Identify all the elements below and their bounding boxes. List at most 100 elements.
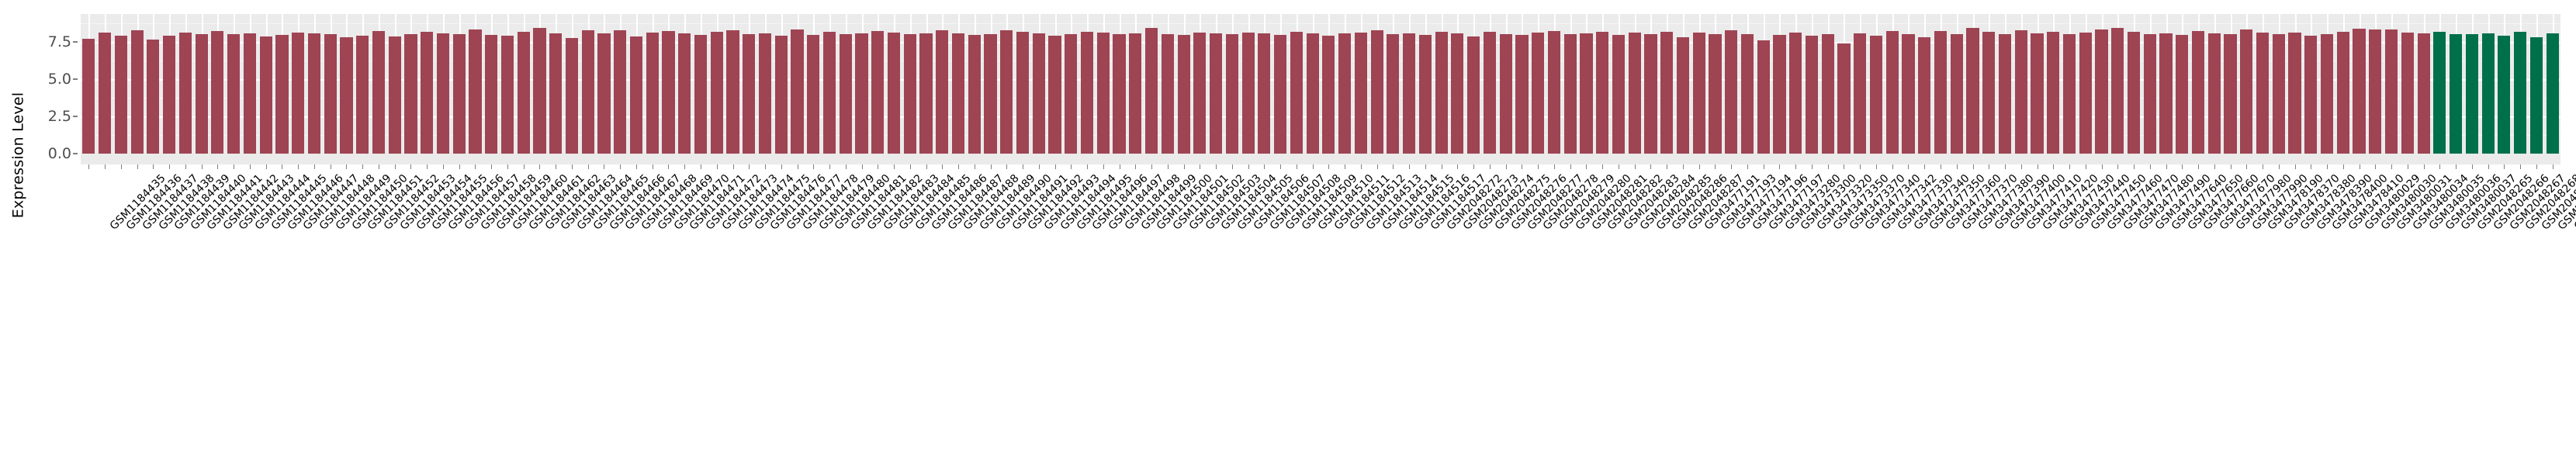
bar[interactable]	[533, 28, 546, 154]
bar[interactable]	[2481, 33, 2495, 154]
bar[interactable]	[2417, 33, 2430, 154]
bar[interactable]	[500, 35, 514, 154]
bar[interactable]	[1805, 36, 1819, 154]
bar[interactable]	[1403, 33, 1416, 154]
bar[interactable]	[2288, 33, 2301, 154]
bar[interactable]	[710, 32, 723, 154]
bar[interactable]	[2369, 29, 2382, 154]
bar[interactable]	[2143, 34, 2156, 154]
bar[interactable]	[2546, 33, 2559, 154]
bar[interactable]	[1837, 43, 1851, 154]
bar[interactable]	[2014, 30, 2027, 154]
bar[interactable]	[517, 31, 530, 154]
bar[interactable]	[1225, 34, 1238, 154]
bar[interactable]	[791, 29, 804, 154]
bar[interactable]	[614, 30, 627, 154]
bar[interactable]	[1161, 33, 1174, 154]
bar[interactable]	[1709, 34, 1722, 154]
bar[interactable]	[887, 32, 901, 154]
bar[interactable]	[2095, 29, 2108, 154]
bar[interactable]	[227, 34, 241, 154]
bar[interactable]	[1821, 33, 1834, 154]
bar[interactable]	[2031, 33, 2044, 154]
bar[interactable]	[839, 33, 852, 154]
bar[interactable]	[1692, 33, 1705, 154]
bar[interactable]	[2450, 33, 2463, 154]
bar[interactable]	[1435, 31, 1448, 154]
bar[interactable]	[1048, 35, 1061, 154]
bar[interactable]	[1902, 34, 1915, 154]
bar[interactable]	[243, 33, 256, 154]
bar[interactable]	[1998, 33, 2012, 154]
bar[interactable]	[1499, 33, 1512, 154]
bar[interactable]	[324, 33, 337, 154]
bar[interactable]	[1322, 35, 1335, 154]
bar[interactable]	[662, 31, 675, 154]
bar[interactable]	[372, 31, 386, 154]
bar[interactable]	[694, 34, 708, 154]
bar[interactable]	[1258, 33, 1271, 154]
bar[interactable]	[1885, 31, 1899, 154]
bar[interactable]	[1467, 36, 1480, 154]
bar[interactable]	[1580, 33, 1593, 154]
bar[interactable]	[807, 34, 820, 154]
bar[interactable]	[984, 33, 997, 154]
bar[interactable]	[388, 36, 401, 154]
bar[interactable]	[2159, 33, 2173, 154]
bar[interactable]	[1660, 31, 1674, 154]
bar[interactable]	[1757, 40, 1770, 154]
bar[interactable]	[2047, 31, 2060, 154]
bar[interactable]	[1547, 31, 1561, 154]
bar[interactable]	[1210, 33, 1223, 154]
bar[interactable]	[404, 33, 417, 154]
bar[interactable]	[919, 33, 933, 154]
bar[interactable]	[1563, 34, 1577, 154]
bar[interactable]	[1096, 32, 1110, 154]
bar[interactable]	[822, 31, 836, 154]
bar[interactable]	[307, 33, 321, 154]
bar[interactable]	[1387, 34, 1400, 154]
bar[interactable]	[2207, 33, 2221, 154]
bar[interactable]	[2176, 35, 2189, 154]
bar[interactable]	[2127, 31, 2141, 154]
bar[interactable]	[1354, 32, 1367, 154]
bar[interactable]	[1274, 34, 1287, 154]
bar[interactable]	[1676, 37, 1690, 154]
bar[interactable]	[82, 39, 95, 154]
bar[interactable]	[1306, 33, 1319, 154]
bar[interactable]	[678, 33, 691, 154]
bar[interactable]	[1789, 33, 1802, 154]
bar[interactable]	[485, 34, 498, 154]
bar[interactable]	[1854, 33, 1867, 154]
bar[interactable]	[1982, 32, 1996, 154]
bar[interactable]	[581, 30, 594, 154]
bar[interactable]	[646, 33, 659, 154]
bar[interactable]	[1032, 33, 1045, 154]
bar[interactable]	[549, 33, 563, 154]
bar[interactable]	[1773, 34, 1786, 154]
bar[interactable]	[130, 30, 144, 154]
bar[interactable]	[1144, 28, 1158, 154]
bar[interactable]	[2529, 36, 2543, 154]
bar[interactable]	[1370, 30, 1383, 154]
bar[interactable]	[452, 33, 466, 154]
bar[interactable]	[2514, 31, 2527, 154]
bar[interactable]	[2272, 34, 2285, 154]
bar[interactable]	[1113, 34, 1126, 154]
bar[interactable]	[436, 33, 450, 154]
bar[interactable]	[2224, 34, 2237, 154]
bar[interactable]	[1193, 32, 1207, 154]
bar[interactable]	[1950, 33, 1963, 154]
bar[interactable]	[565, 37, 579, 154]
bar[interactable]	[597, 33, 611, 154]
bar[interactable]	[726, 29, 739, 154]
bar[interactable]	[968, 35, 981, 154]
bar[interactable]	[2465, 34, 2478, 154]
bar[interactable]	[2353, 28, 2366, 154]
bar[interactable]	[99, 32, 112, 154]
bar[interactable]	[1515, 35, 1529, 154]
bar[interactable]	[2304, 35, 2318, 154]
bar[interactable]	[163, 36, 176, 154]
bar[interactable]	[211, 31, 224, 154]
bar[interactable]	[1080, 31, 1094, 154]
